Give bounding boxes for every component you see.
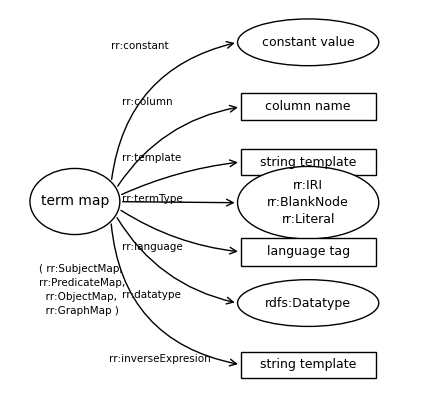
Bar <box>241 351 375 378</box>
Text: rr:column: rr:column <box>122 97 172 106</box>
Ellipse shape <box>238 19 379 66</box>
Text: rdfs:Datatype: rdfs:Datatype <box>265 297 351 310</box>
Bar <box>241 93 375 120</box>
Text: rr:IRI
rr:BlankNode
rr:Literal: rr:IRI rr:BlankNode rr:Literal <box>267 179 349 226</box>
Text: rr:inverseExpresion: rr:inverseExpresion <box>109 355 211 364</box>
Text: rr:termType: rr:termType <box>122 194 183 204</box>
Ellipse shape <box>30 168 120 235</box>
Text: language tag: language tag <box>267 245 350 258</box>
Ellipse shape <box>238 166 379 239</box>
Text: rr:constant: rr:constant <box>111 42 169 51</box>
Text: rr:language: rr:language <box>122 242 183 251</box>
Text: constant value: constant value <box>262 36 354 49</box>
Text: string template: string template <box>260 358 357 371</box>
Text: term map: term map <box>41 195 109 208</box>
Text: column name: column name <box>265 100 351 113</box>
Text: rr:datatype: rr:datatype <box>122 290 181 300</box>
Bar <box>241 238 375 266</box>
Bar <box>241 149 375 175</box>
Text: string template: string template <box>260 156 357 168</box>
Text: ( rr:SubjectMap,
rr:PredicateMap,
  rr:ObjectMap,
  rr:GraphMap ): ( rr:SubjectMap, rr:PredicateMap, rr:Obj… <box>39 264 125 316</box>
Ellipse shape <box>238 280 379 326</box>
Text: rr:template: rr:template <box>122 153 181 163</box>
